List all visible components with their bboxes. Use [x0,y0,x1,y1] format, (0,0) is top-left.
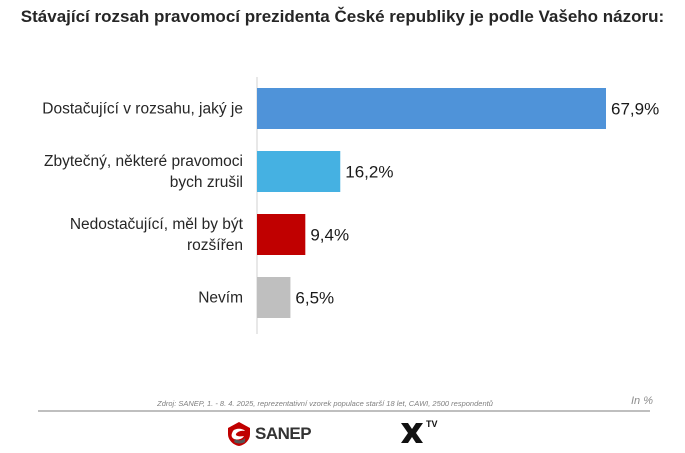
sanep-logo-text: SANEP [255,424,312,443]
category-label-0: Dostačující v rozsahu, jaký je [42,101,243,118]
unit-label: In % [631,395,654,407]
value-label-3: 6,5% [295,289,334,308]
xtv-logo-text: TV [426,419,438,429]
value-label-1: 16,2% [345,163,393,182]
xtv-logo: TV [398,419,438,449]
value-label-2: 9,4% [310,226,349,245]
value-label-0: 67,9% [611,100,659,119]
category-label-2: Nedostačující, měl by být rozšířen [70,216,244,254]
bar-2 [257,214,306,255]
footer-divider [38,410,650,412]
sanep-logo: SANEP [226,419,312,449]
category-label-1: Zbytečný, některé pravomoci bych zrušil [44,153,243,191]
bar-0 [257,88,606,129]
x-mark-icon [401,423,423,443]
category-label-3: Nevím [198,290,243,307]
source-note: Zdroj: SANEP, 1. - 8. 4. 2025, reprezent… [157,399,493,408]
bar-3 [257,277,291,318]
sanep-shield-icon [228,422,250,446]
chart-title: Stávající rozsah pravomocí prezidenta Če… [20,7,665,26]
bar-1 [257,151,341,192]
